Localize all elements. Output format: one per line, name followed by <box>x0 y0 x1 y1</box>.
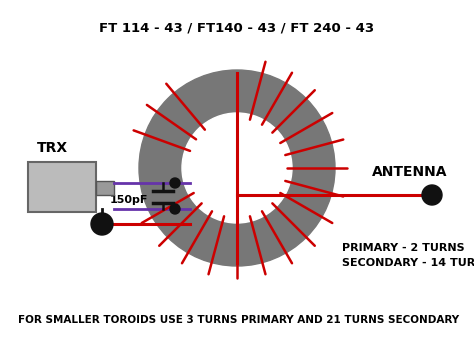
Circle shape <box>182 113 292 223</box>
Bar <box>28 162 96 212</box>
Circle shape <box>139 70 335 266</box>
Text: TRX: TRX <box>36 141 68 155</box>
Text: FT 114 - 43 / FT140 - 43 / FT 240 - 43: FT 114 - 43 / FT140 - 43 / FT 240 - 43 <box>100 21 374 34</box>
Text: ANTENNA: ANTENNA <box>372 165 448 179</box>
Text: PRIMARY - 2 TURNS: PRIMARY - 2 TURNS <box>342 243 465 253</box>
Bar <box>96 181 114 195</box>
Circle shape <box>91 213 113 235</box>
Text: FOR SMALLER TOROIDS USE 3 TURNS PRIMARY AND 21 TURNS SECONDARY: FOR SMALLER TOROIDS USE 3 TURNS PRIMARY … <box>18 315 459 325</box>
Circle shape <box>170 178 180 188</box>
Circle shape <box>422 185 442 205</box>
Text: SECONDARY - 14 TURNS: SECONDARY - 14 TURNS <box>342 258 474 268</box>
Circle shape <box>170 204 180 214</box>
Text: 150pF: 150pF <box>109 195 148 205</box>
